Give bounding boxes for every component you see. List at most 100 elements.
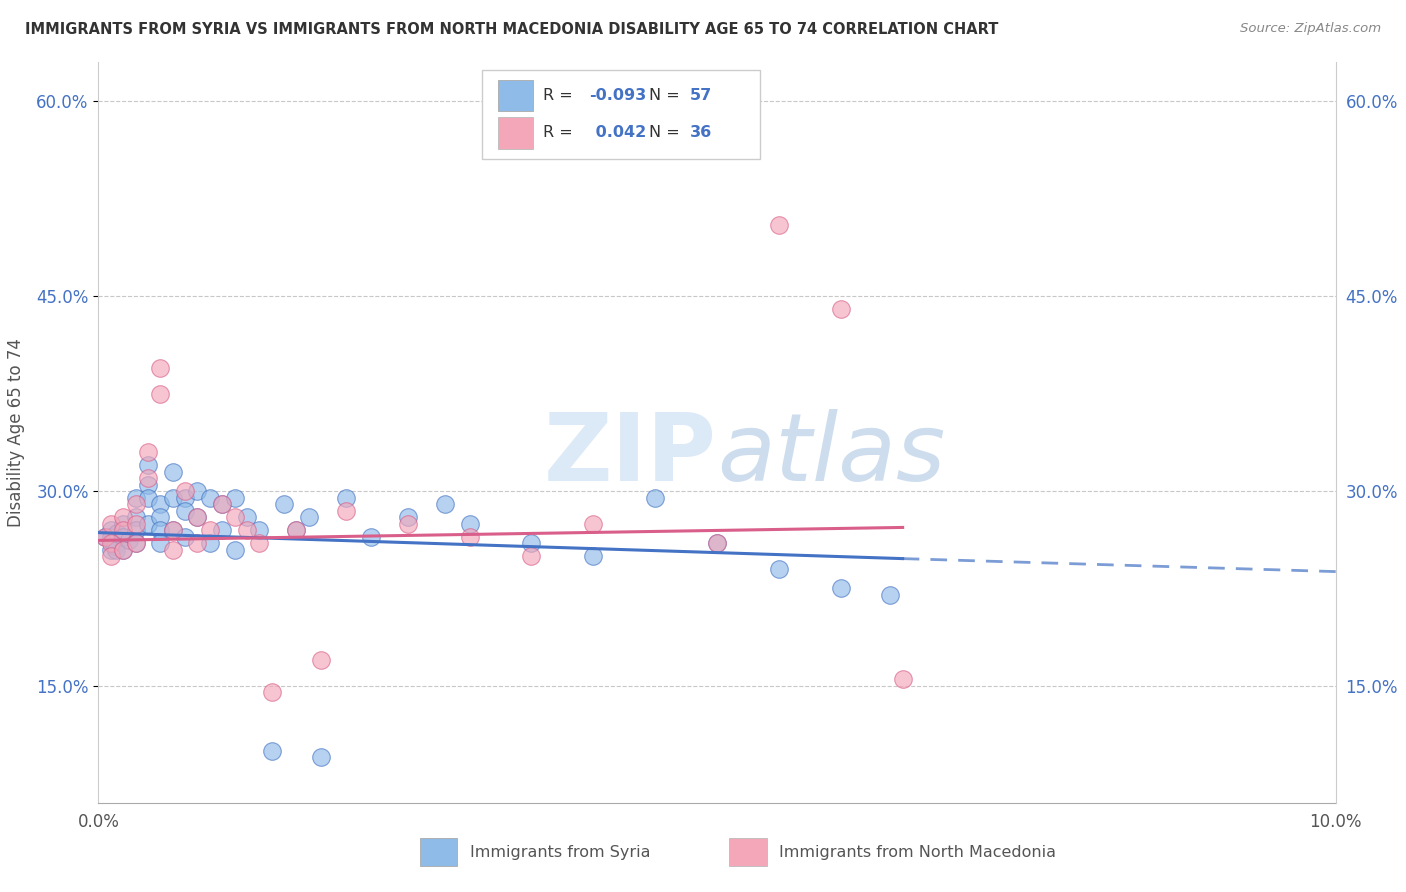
Point — [298, 510, 321, 524]
FancyBboxPatch shape — [420, 838, 457, 866]
Point — [768, 562, 790, 576]
Point — [149, 523, 172, 537]
Point — [236, 523, 259, 537]
Point — [112, 516, 135, 531]
Point — [162, 465, 184, 479]
Point — [174, 491, 197, 505]
Point — [285, 523, 308, 537]
Text: IMMIGRANTS FROM SYRIA VS IMMIGRANTS FROM NORTH MACEDONIA DISABILITY AGE 65 TO 74: IMMIGRANTS FROM SYRIA VS IMMIGRANTS FROM… — [25, 22, 998, 37]
Text: R =: R = — [543, 126, 578, 141]
Point — [162, 542, 184, 557]
Point — [112, 529, 135, 543]
Point — [273, 497, 295, 511]
Point — [100, 542, 122, 557]
Point — [211, 497, 233, 511]
Point — [162, 491, 184, 505]
Point — [830, 582, 852, 596]
Text: ZIP: ZIP — [544, 409, 717, 500]
Point — [360, 529, 382, 543]
Point — [100, 523, 122, 537]
Point — [186, 510, 208, 524]
Point — [285, 523, 308, 537]
FancyBboxPatch shape — [498, 118, 533, 149]
Point — [224, 491, 246, 505]
Point — [458, 529, 481, 543]
Point — [136, 516, 159, 531]
Point — [124, 536, 146, 550]
Point — [100, 516, 122, 531]
Text: N =: N = — [650, 126, 685, 141]
Point — [162, 523, 184, 537]
Point — [706, 536, 728, 550]
Point — [100, 549, 122, 563]
Point — [891, 673, 914, 687]
Point — [247, 523, 270, 537]
Point — [879, 588, 901, 602]
Text: Immigrants from Syria: Immigrants from Syria — [470, 845, 650, 860]
Point — [396, 516, 419, 531]
Point — [136, 471, 159, 485]
Point — [520, 549, 543, 563]
Point — [103, 539, 125, 553]
Point — [149, 510, 172, 524]
Y-axis label: Disability Age 65 to 74: Disability Age 65 to 74 — [7, 338, 25, 527]
Text: 0.042: 0.042 — [589, 126, 645, 141]
Point — [582, 549, 605, 563]
Point — [104, 542, 127, 557]
Text: N =: N = — [650, 88, 685, 103]
FancyBboxPatch shape — [730, 838, 766, 866]
Point — [124, 497, 146, 511]
Point — [309, 653, 332, 667]
Point — [520, 536, 543, 550]
Text: R =: R = — [543, 88, 578, 103]
Point — [162, 523, 184, 537]
Point — [335, 503, 357, 517]
Point — [186, 536, 208, 550]
Text: 36: 36 — [690, 126, 711, 141]
FancyBboxPatch shape — [482, 70, 761, 159]
Point — [198, 523, 221, 537]
Point — [644, 491, 666, 505]
Point — [124, 523, 146, 537]
Point — [124, 491, 146, 505]
Point — [224, 542, 246, 557]
Point — [247, 536, 270, 550]
Point — [124, 516, 146, 531]
Point — [100, 536, 122, 550]
Point — [124, 536, 146, 550]
Text: -0.093: -0.093 — [589, 88, 647, 103]
Point — [198, 536, 221, 550]
Point — [124, 510, 146, 524]
Point — [236, 510, 259, 524]
Point — [118, 533, 141, 548]
Point — [458, 516, 481, 531]
Point — [93, 529, 115, 543]
Point — [112, 510, 135, 524]
Point — [174, 529, 197, 543]
Point — [211, 497, 233, 511]
Point — [260, 685, 283, 699]
Point — [582, 516, 605, 531]
Point — [335, 491, 357, 505]
Point — [112, 523, 135, 537]
Point — [706, 536, 728, 550]
Point — [396, 510, 419, 524]
Point — [260, 744, 283, 758]
Point — [830, 302, 852, 317]
Point — [211, 523, 233, 537]
Point — [149, 386, 172, 401]
Point — [149, 497, 172, 511]
Point — [112, 542, 135, 557]
Point — [174, 484, 197, 499]
Point — [309, 750, 332, 764]
Point — [136, 445, 159, 459]
FancyBboxPatch shape — [498, 80, 533, 112]
Point — [136, 477, 159, 491]
Point — [768, 218, 790, 232]
Point — [174, 503, 197, 517]
Point — [100, 529, 122, 543]
Text: Immigrants from North Macedonia: Immigrants from North Macedonia — [779, 845, 1056, 860]
Point — [186, 484, 208, 499]
Point — [149, 360, 172, 375]
Point — [105, 525, 128, 540]
